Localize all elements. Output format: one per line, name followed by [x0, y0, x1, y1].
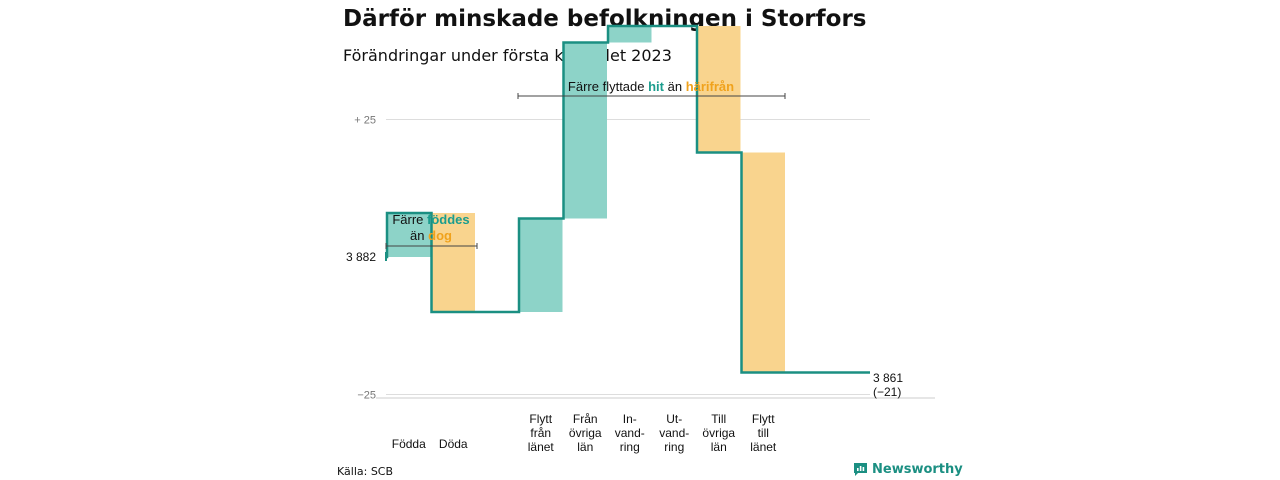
category-label: till [758, 426, 769, 440]
bar-1 [387, 213, 431, 257]
step-line [385, 24, 870, 374]
bar-7 [697, 26, 741, 153]
source-note: Källa: SCB [337, 465, 394, 478]
category-label: Flytt [752, 412, 775, 426]
category-label: Till [711, 412, 726, 426]
bar-5 [608, 26, 652, 43]
category-label: övriga [569, 426, 602, 440]
category-label: Från [573, 412, 598, 426]
brand-name: Newsworthy [872, 462, 963, 477]
category-label: länet [528, 440, 555, 454]
category-label: ring [620, 440, 640, 454]
end-value-label: 3 861 [873, 371, 903, 385]
category-label: län [577, 440, 593, 454]
category-label: vand- [659, 426, 689, 440]
bar-4 [563, 42, 607, 219]
category-label: från [530, 426, 551, 440]
category-label: län [711, 440, 727, 454]
category-label: In- [623, 412, 637, 426]
bar-2 [431, 213, 475, 312]
brand-logo: Newsworthy [853, 462, 963, 477]
bar-3 [519, 218, 563, 312]
bar-8 [741, 152, 785, 373]
chart-title: Därför minskade befolkningen i Storfors [343, 6, 867, 32]
category-label: Flytt [529, 412, 552, 426]
category-label: ring [664, 440, 684, 454]
start-value-label: 3 882 [346, 250, 376, 264]
category-label: övriga [702, 426, 735, 440]
annotation-flyttade: Färre flyttade hit än härifrån [568, 79, 734, 94]
category-label: Döda [439, 437, 468, 451]
y-tick-label: −25 [357, 390, 376, 402]
category-label: Ut- [666, 412, 682, 426]
y-tick-label: + 25 [354, 115, 376, 127]
category-label: länet [750, 440, 777, 454]
category-label: Födda [392, 437, 426, 451]
annotation-fodda-doda: Färre föddes [392, 212, 469, 227]
category-label: vand- [615, 426, 645, 440]
newsworthy-icon [854, 463, 867, 476]
annotation-fodda-doda: än dog [410, 228, 452, 243]
end-change-label: (−21) [873, 385, 901, 399]
